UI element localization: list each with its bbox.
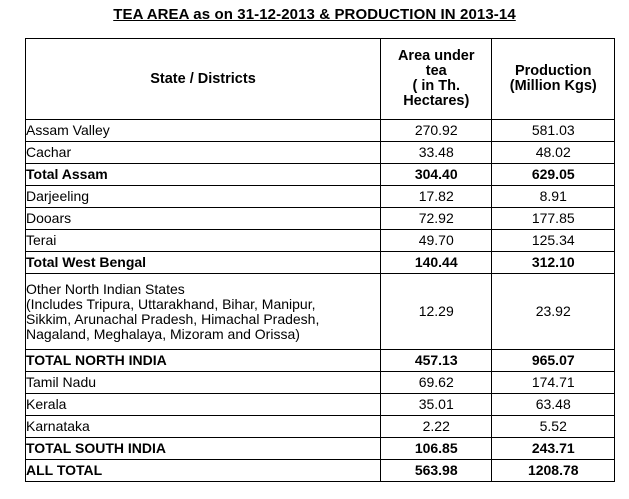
row-production: 174.71 xyxy=(491,371,615,394)
table-header-row: State / Districts Area under tea ( in Th… xyxy=(25,38,615,120)
row-name: Total Assam xyxy=(25,163,381,186)
table-row-grand-total: ALL TOTAL 563.98 1208.78 xyxy=(25,459,615,482)
row-area: 457.13 xyxy=(379,349,493,372)
tea-area-production-table: State / Districts Area under tea ( in Th… xyxy=(25,38,615,482)
row-area: 69.62 xyxy=(379,371,493,394)
row-production: 243.71 xyxy=(491,437,615,460)
row-name: Darjeeling xyxy=(25,185,381,208)
header-production: Production (Million Kgs) xyxy=(491,38,615,120)
page-title: TEA AREA as on 31-12-2013 & PRODUCTION I… xyxy=(113,6,516,23)
row-production: 177.85 xyxy=(491,207,615,230)
row-name-line: Nagaland, Meghalaya, Mizoram and Orissa) xyxy=(26,325,300,342)
row-area: 563.98 xyxy=(379,459,493,482)
row-production: 125.34 xyxy=(491,229,615,252)
table-row: Kerala 35.01 63.48 xyxy=(25,393,615,416)
table-row-total: TOTAL SOUTH INDIA 106.85 243.71 xyxy=(25,437,615,460)
header-area-under-tea: Area under tea ( in Th. Hectares) xyxy=(379,38,493,120)
table-row-total: TOTAL NORTH INDIA 457.13 965.07 xyxy=(25,349,615,372)
table-row: Tamil Nadu 69.62 174.71 xyxy=(25,371,615,394)
row-name: Cachar xyxy=(25,141,381,164)
row-name-line: Other North Indian States xyxy=(26,280,185,297)
row-name: Karnataka xyxy=(25,415,381,438)
table-row: Terai 49.70 125.34 xyxy=(25,229,615,252)
table-row: Assam Valley 270.92 581.03 xyxy=(25,119,615,142)
row-name: Dooars xyxy=(25,207,381,230)
row-area: 2.22 xyxy=(379,415,493,438)
row-area: 304.40 xyxy=(379,163,493,186)
row-name-line: Sikkim, Arunachal Pradesh, Himachal Prad… xyxy=(26,310,320,327)
row-production: 48.02 xyxy=(491,141,615,164)
row-name: Tamil Nadu xyxy=(25,371,381,394)
header-area-line: Hectares) xyxy=(403,93,470,109)
row-name: Terai xyxy=(25,229,381,252)
table-row-total: Total West Bengal 140.44 312.10 xyxy=(25,251,615,274)
row-production: 1208.78 xyxy=(491,459,615,482)
table-row: Other North Indian States (Includes Trip… xyxy=(25,273,615,350)
row-name: Kerala xyxy=(25,393,381,416)
row-area: 49.70 xyxy=(379,229,493,252)
table-row-total: Total Assam 304.40 629.05 xyxy=(25,163,615,186)
row-production: 581.03 xyxy=(491,119,615,142)
table-row: Darjeeling 17.82 8.91 xyxy=(25,185,615,208)
row-production: 629.05 xyxy=(491,163,615,186)
row-area: 72.92 xyxy=(379,207,493,230)
row-name-line: (Includes Tripura, Uttarakhand, Bihar, M… xyxy=(26,295,316,312)
row-production: 312.10 xyxy=(491,251,615,274)
row-area: 33.48 xyxy=(379,141,493,164)
row-area: 140.44 xyxy=(379,251,493,274)
row-name: Total West Bengal xyxy=(25,251,381,274)
header-area-line: tea xyxy=(425,63,447,79)
row-name: TOTAL SOUTH INDIA xyxy=(25,437,381,460)
header-area-line: ( in Th. xyxy=(412,78,460,94)
table-row: Dooars 72.92 177.85 xyxy=(25,207,615,230)
row-area: 35.01 xyxy=(379,393,493,416)
row-area: 12.29 xyxy=(379,273,493,350)
row-production: 23.92 xyxy=(491,273,615,350)
row-production: 965.07 xyxy=(491,349,615,372)
header-state-districts: State / Districts xyxy=(25,38,381,120)
row-name: Assam Valley xyxy=(25,119,381,142)
header-area-line: Area under xyxy=(397,48,475,64)
row-production: 5.52 xyxy=(491,415,615,438)
row-name: ALL TOTAL xyxy=(25,459,381,482)
header-production-line: (Million Kgs) xyxy=(509,78,597,94)
row-production: 8.91 xyxy=(491,185,615,208)
table-row: Cachar 33.48 48.02 xyxy=(25,141,615,164)
header-production-line: Production xyxy=(514,63,592,79)
row-name-multiline: Other North Indian States (Includes Trip… xyxy=(25,273,381,350)
row-production: 63.48 xyxy=(491,393,615,416)
row-area: 17.82 xyxy=(379,185,493,208)
row-area: 106.85 xyxy=(379,437,493,460)
row-name: TOTAL NORTH INDIA xyxy=(25,349,381,372)
table-row: Karnataka 2.22 5.52 xyxy=(25,415,615,438)
row-area: 270.92 xyxy=(379,119,493,142)
